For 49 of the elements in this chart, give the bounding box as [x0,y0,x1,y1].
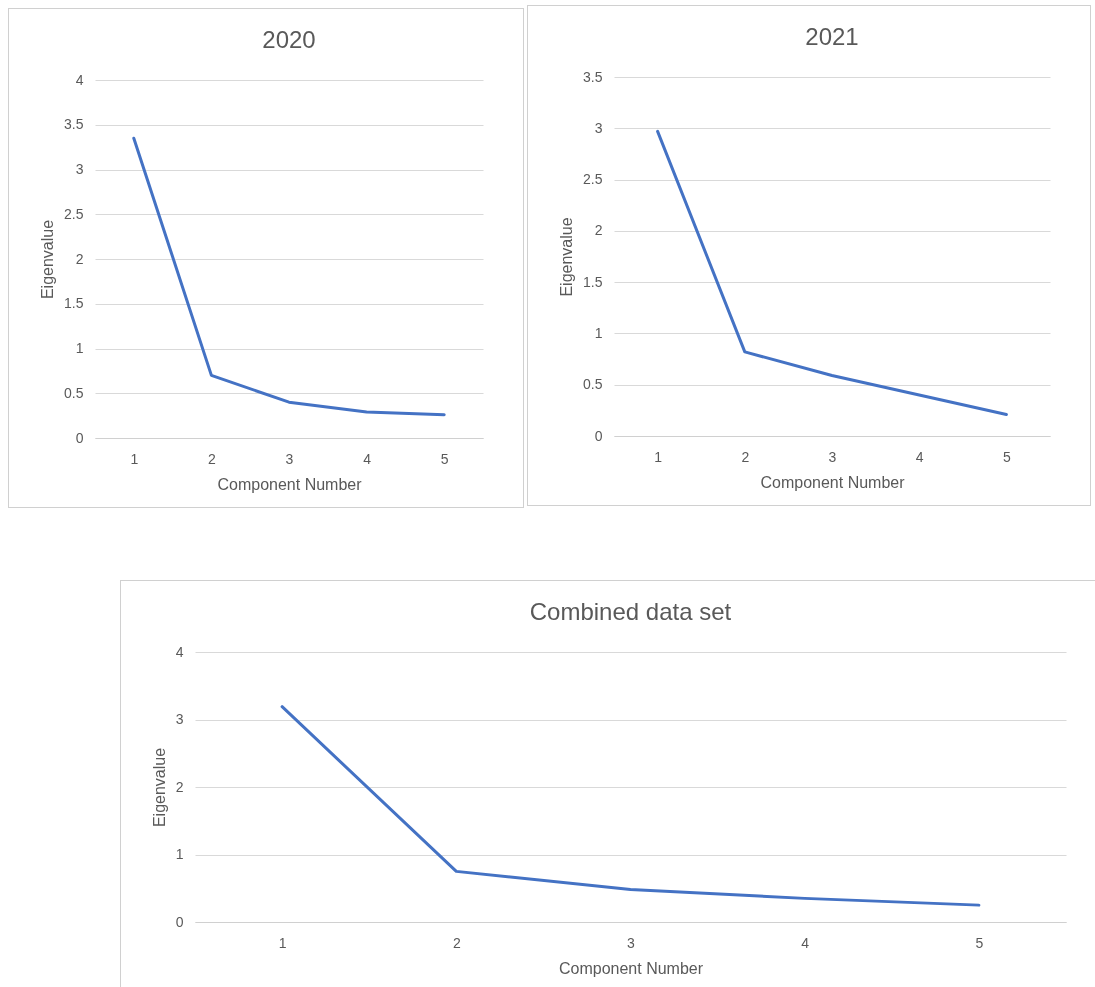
x-tick-label: 2 [452,934,461,951]
y-tick-label: 1.5 [64,295,84,312]
y-axis-title: Eigenvalue [558,217,576,297]
line-series [132,136,446,417]
y-tick-label: 3.5 [64,116,84,133]
x-axis-title: Component Number [558,959,704,977]
x-tick-label: 5 [975,934,984,951]
x-tick-label: 4 [363,450,372,467]
chart-title: 2020 [262,26,316,53]
y-tick-label: 3.5 [583,68,603,85]
x-tick-label: 4 [915,448,924,465]
y-tick-label: 4 [75,71,84,88]
x-tick-label: 3 [285,450,294,467]
y-tick-label: 0 [175,913,184,930]
x-tick-label: 1 [654,448,663,465]
x-tick-label: 5 [1003,448,1011,465]
x-tick-label: 5 [440,450,449,467]
y-tick-label: 2.5 [583,171,603,188]
y-tick-label: 3 [175,711,184,727]
y-tick-label: 2 [594,222,603,239]
y-tick-label: 1 [594,324,603,341]
y-tick-label: 2 [175,778,184,795]
line-series [656,129,1008,416]
y-tick-label: 0 [75,429,84,446]
x-tick-label: 1 [130,450,139,467]
y-tick-label: 0.5 [583,376,603,393]
chart-title: Combined data set [529,598,732,625]
y-tick-label: 2 [75,250,84,267]
y-tick-label: 4 [175,643,184,660]
x-tick-label: 2 [741,448,750,465]
y-tick-label: 3 [594,119,603,136]
y-tick-label: 1 [175,846,184,862]
y-tick-label: 0 [594,427,603,444]
x-axis-title: Component Number [760,473,906,491]
x-tick-label: 1 [278,934,287,951]
line-series [280,705,981,907]
y-tick-label: 1.5 [583,273,603,290]
y-tick-label: 0.5 [64,384,84,401]
y-axis-title: Eigenvalue [150,747,168,828]
x-tick-label: 4 [801,934,810,951]
y-tick-label: 3 [75,161,84,177]
y-axis-title: Eigenvalue [39,219,57,300]
x-tick-label: 3 [627,934,636,951]
x-tick-label: 2 [208,450,216,467]
x-axis-title: Component Number [217,475,363,493]
y-tick-label: 1 [75,340,84,356]
chart-title: 2021 [805,23,859,50]
y-tick-label: 2.5 [64,205,84,222]
x-tick-label: 3 [828,448,837,465]
